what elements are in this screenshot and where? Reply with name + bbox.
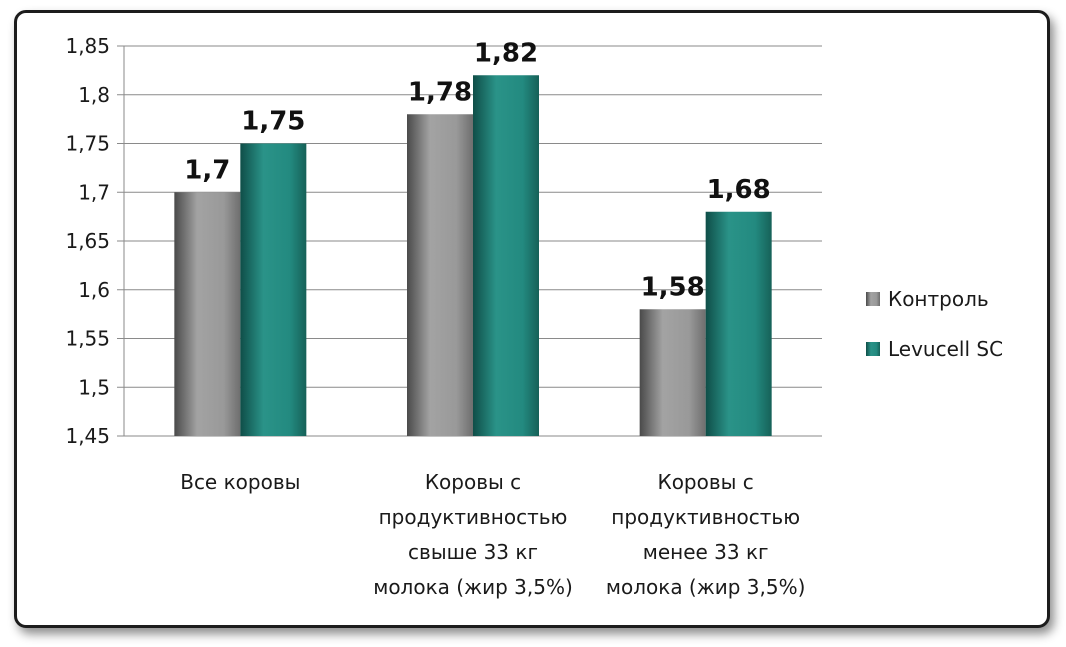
- y-tick-label: 1,7: [78, 180, 110, 204]
- bar-kontrol: [407, 114, 473, 436]
- data-labels: 1,7 1,75 1,781,82 1,58 1,68: [184, 38, 770, 302]
- y-tick-label: 1,45: [65, 424, 110, 448]
- x-category-label: менее 33 кг: [643, 540, 769, 564]
- data-label: 1,78: [408, 77, 472, 107]
- x-category-label: продуктивностью: [611, 505, 800, 529]
- x-category-label: свыше 33 кг: [408, 540, 538, 564]
- y-tick-label: 1,5: [78, 375, 110, 399]
- y-tick-label: 1,6: [78, 278, 110, 302]
- x-category-label: молока (жир 3,5%): [606, 575, 806, 599]
- bar-levucell: [473, 75, 539, 436]
- bar-kontrol: [174, 192, 241, 436]
- y-tick-label: 1,55: [65, 327, 110, 351]
- data-label: 1,75: [241, 107, 305, 137]
- data-label: 1,58: [641, 272, 705, 302]
- data-label: 1,82: [474, 38, 538, 68]
- y-tick-label: 1,85: [65, 34, 110, 58]
- x-category-label: Все коровы: [180, 470, 300, 494]
- legend-label: Контроль: [888, 287, 989, 311]
- data-label: 1,7: [184, 155, 230, 185]
- bar-levucell: [705, 211, 772, 436]
- y-axis: 1,85 1,8 1,75 1,7 1,65 1,6 1,55 1,5 1,45: [65, 34, 125, 448]
- x-category-label: Коровы с: [658, 470, 754, 494]
- x-axis-labels: Все коровы Коровы с продуктивностью свыше 3…: [180, 470, 805, 599]
- legend: Контроль Levucell SC: [866, 287, 1003, 361]
- y-tick-label: 1,65: [65, 229, 110, 253]
- data-label: 1,68: [707, 175, 771, 205]
- bars: [174, 75, 772, 436]
- x-category-label: молока (жир 3,5%): [373, 575, 573, 599]
- y-tick-label: 1,75: [65, 132, 110, 156]
- legend-swatch: [866, 292, 880, 306]
- legend-label: Levucell SC: [888, 337, 1003, 361]
- legend-swatch: [866, 342, 880, 356]
- y-tick-label: 1,8: [78, 83, 110, 107]
- bar-kontrol: [639, 309, 706, 436]
- x-category-label: Коровы с: [425, 470, 521, 494]
- bar-levucell: [240, 143, 307, 436]
- x-category-label: продуктивностью: [379, 505, 568, 529]
